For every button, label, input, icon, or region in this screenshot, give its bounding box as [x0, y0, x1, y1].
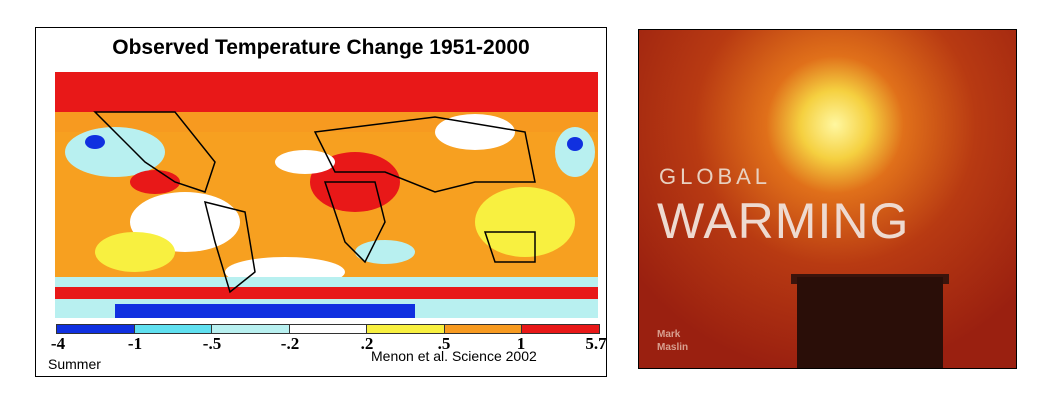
colorbar [56, 324, 600, 334]
season-label: Summer [48, 356, 101, 372]
colorbar-tick: -.2 [280, 334, 300, 353]
colorbar-tick: -4 [50, 334, 66, 353]
colorbar-tick: .2 [360, 334, 374, 353]
book-cover-image: GLOBAL WARMING Mark Maslin [638, 29, 1017, 369]
temperature-change-map [55, 72, 598, 318]
book-title-line1: GLOBAL [659, 164, 772, 189]
colorbar-tick: -.5 [202, 334, 222, 353]
book-author: Mark Maslin [657, 328, 688, 354]
colorbar-tick: .5 [437, 334, 451, 353]
book-title-line2: WARMING [657, 193, 910, 249]
citation: Menon et al. Science 2002 [371, 348, 537, 364]
temperature-map-figure: Observed Temperature Change 1951-2000 -4… [35, 27, 607, 377]
figure-title: Observed Temperature Change 1951-2000 [112, 36, 530, 59]
colorbar-tick: -1 [127, 334, 143, 353]
colorbar-tick: 1 [516, 334, 526, 353]
chimney [797, 277, 943, 368]
colorbar-tick: 5.7 [585, 334, 607, 353]
map-graphic [55, 72, 598, 318]
author-first-name: Mark [657, 329, 681, 340]
author-last-name: Maslin [657, 342, 689, 353]
